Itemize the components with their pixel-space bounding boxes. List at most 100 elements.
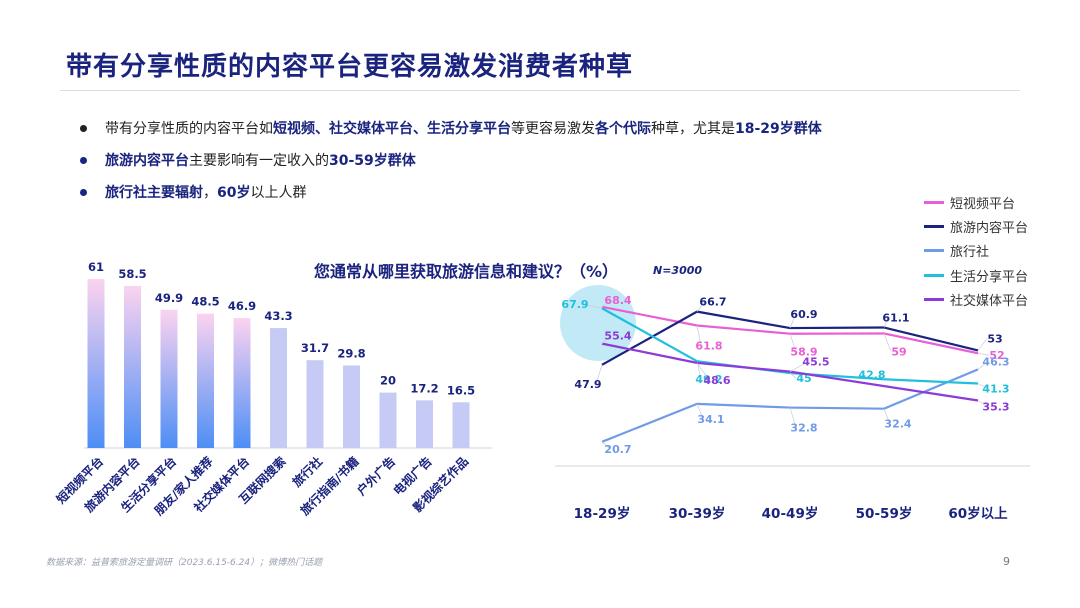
data-source-note: 数据来源：益普索旅游定量调研（2023.6.15-6.24）；微博热门话题 bbox=[46, 558, 323, 568]
bar bbox=[160, 309, 178, 448]
page-number: 9 bbox=[1003, 555, 1010, 568]
label-leader-line bbox=[789, 372, 797, 379]
bullet-text: 旅行社主要辐射，60岁以上人群 bbox=[105, 182, 306, 202]
label-leader-line bbox=[696, 301, 706, 312]
bullet-segment: 种草，尤其是 bbox=[651, 121, 735, 137]
legend-label: 社交媒体平台 bbox=[950, 294, 1029, 310]
sample-size-note: N=3000 bbox=[653, 264, 703, 277]
bar bbox=[124, 285, 141, 448]
bar bbox=[87, 279, 105, 448]
point-value-label: 61.1 bbox=[882, 311, 909, 324]
bar-value-label: 20 bbox=[380, 374, 396, 388]
point-value-label: 42.8 bbox=[858, 368, 885, 381]
bullet-segment: 60岁 bbox=[217, 185, 251, 201]
bullet-dot-icon bbox=[80, 124, 87, 132]
legend-label: 短视频平台 bbox=[950, 196, 1016, 212]
legend-swatch bbox=[924, 298, 944, 302]
chart-title: 您通常从哪里获取旅游信息和建议？（%） bbox=[314, 262, 619, 281]
bullet-list: 带有分享性质的内容平台如短视频、社交媒体平台、生活分享平台等更容易激发各个代际种… bbox=[80, 112, 822, 208]
bar bbox=[233, 318, 251, 448]
line-category-label: 50-59岁 bbox=[856, 505, 913, 522]
label-leader-line bbox=[883, 317, 889, 328]
bar-value-label: 61 bbox=[88, 260, 104, 274]
bar-value-label: 58.5 bbox=[118, 267, 146, 281]
bar-value-label: 29.8 bbox=[337, 346, 365, 360]
title-divider bbox=[60, 90, 1020, 91]
bullet-segment: 以上人群 bbox=[250, 185, 307, 201]
point-value-label: 58.9 bbox=[790, 346, 817, 359]
legend-swatch bbox=[924, 273, 944, 277]
label-leader-line bbox=[595, 364, 603, 384]
label-leader-line bbox=[977, 352, 990, 356]
bullet-segment: 18-29岁群体 bbox=[735, 121, 822, 137]
bar-value-label: 31.7 bbox=[301, 341, 329, 355]
point-value-label: 55.4 bbox=[604, 330, 631, 343]
bullet-segment: ， bbox=[203, 185, 217, 201]
bar-value-label: 46.9 bbox=[228, 299, 256, 313]
bar-value-label: 16.5 bbox=[447, 383, 475, 397]
legend-swatch bbox=[924, 200, 944, 204]
bullet-text: 带有分享性质的内容平台如短视频、社交媒体平台、生活分享平台等更容易激发各个代际种… bbox=[105, 118, 822, 138]
bullet-item: 旅行社主要辐射，60岁以上人群 bbox=[80, 176, 822, 208]
line-category-label: 30-39岁 bbox=[669, 505, 726, 522]
line-chart-legend: 短视频平台旅游内容平台 旅行社生活分享平台 社交媒体平台 bbox=[924, 190, 1028, 312]
line-category-label: 18-29岁 bbox=[574, 505, 631, 522]
point-value-label: 32.8 bbox=[790, 422, 817, 435]
legend-label: 生活分享平台 bbox=[950, 269, 1029, 285]
label-leader-line bbox=[789, 407, 797, 428]
legend-item: 旅游内容平台 bbox=[924, 214, 1028, 238]
label-leader-line bbox=[601, 299, 611, 308]
point-value-label: 61.8 bbox=[695, 340, 722, 353]
bar bbox=[379, 392, 397, 448]
label-leader-line bbox=[789, 333, 797, 352]
point-value-label: 20.7 bbox=[604, 443, 631, 456]
point-value-label: 60.9 bbox=[790, 308, 817, 321]
point-value-label: 34.1 bbox=[697, 413, 724, 426]
page-title: 带有分享性质的内容平台更容易激发消费者种草 bbox=[66, 52, 634, 82]
legend-item: 社交媒体平台 bbox=[924, 288, 1028, 312]
bullet-segment: 等更容易激发 bbox=[511, 121, 595, 137]
legend-swatch bbox=[924, 225, 944, 229]
bullet-segment: 带有分享性质的内容平台如 bbox=[105, 121, 273, 137]
point-value-label: 35.3 bbox=[982, 401, 1009, 414]
bullet-segment: 短视频、社交媒体平台、生活分享平台 bbox=[273, 121, 511, 137]
point-value-label: 47.9 bbox=[574, 378, 601, 391]
bar-value-label: 48.5 bbox=[191, 295, 219, 309]
point-value-label: 32.4 bbox=[884, 418, 911, 431]
bullet-item: 旅游内容平台主要影响有一定收入的30-59岁群体 bbox=[80, 144, 822, 176]
point-value-label: 45.5 bbox=[802, 356, 829, 369]
legend-swatch bbox=[924, 249, 944, 253]
label-leader-line bbox=[977, 400, 989, 407]
label-leader-line bbox=[696, 325, 702, 346]
bullet-segment: 各个代际 bbox=[595, 121, 651, 137]
bullet-segment: 30-59岁群体 bbox=[329, 153, 416, 169]
legend-label: 旅游内容平台 bbox=[950, 221, 1029, 237]
bullet-dot-icon bbox=[80, 188, 87, 196]
legend-label: 旅行社 bbox=[950, 245, 990, 261]
bullet-item: 带有分享性质的内容平台如短视频、社交媒体平台、生活分享平台等更容易激发各个代际种… bbox=[80, 112, 822, 144]
label-leader-line bbox=[883, 333, 892, 352]
bar bbox=[452, 402, 470, 448]
bar bbox=[416, 400, 433, 448]
label-leader-line bbox=[696, 403, 704, 420]
series-line bbox=[601, 342, 979, 402]
label-leader-line bbox=[977, 383, 989, 389]
highlight-circle bbox=[560, 285, 636, 361]
bullet-segment: 旅游内容平台 bbox=[105, 153, 189, 169]
point-value-label: 46.3 bbox=[982, 355, 1009, 368]
label-leader-line bbox=[977, 361, 989, 370]
label-leader-line bbox=[789, 361, 809, 372]
line-category-label: 60岁以上 bbox=[948, 505, 1008, 522]
line-category-label: 40-49岁 bbox=[762, 505, 819, 522]
point-value-label: 48.6 bbox=[703, 374, 730, 387]
point-value-label: 67.9 bbox=[561, 298, 588, 311]
bar-value-label: 49.9 bbox=[155, 291, 183, 305]
point-value-label: 59 bbox=[891, 345, 906, 358]
label-leader-line bbox=[582, 303, 603, 309]
bullet-text: 旅游内容平台主要影响有一定收入的30-59岁群体 bbox=[105, 150, 416, 170]
bar bbox=[270, 328, 287, 448]
bar-category-label: 旅行社 bbox=[289, 454, 325, 490]
point-value-label: 41.3 bbox=[982, 383, 1009, 396]
bullet-dot-icon bbox=[80, 156, 87, 164]
